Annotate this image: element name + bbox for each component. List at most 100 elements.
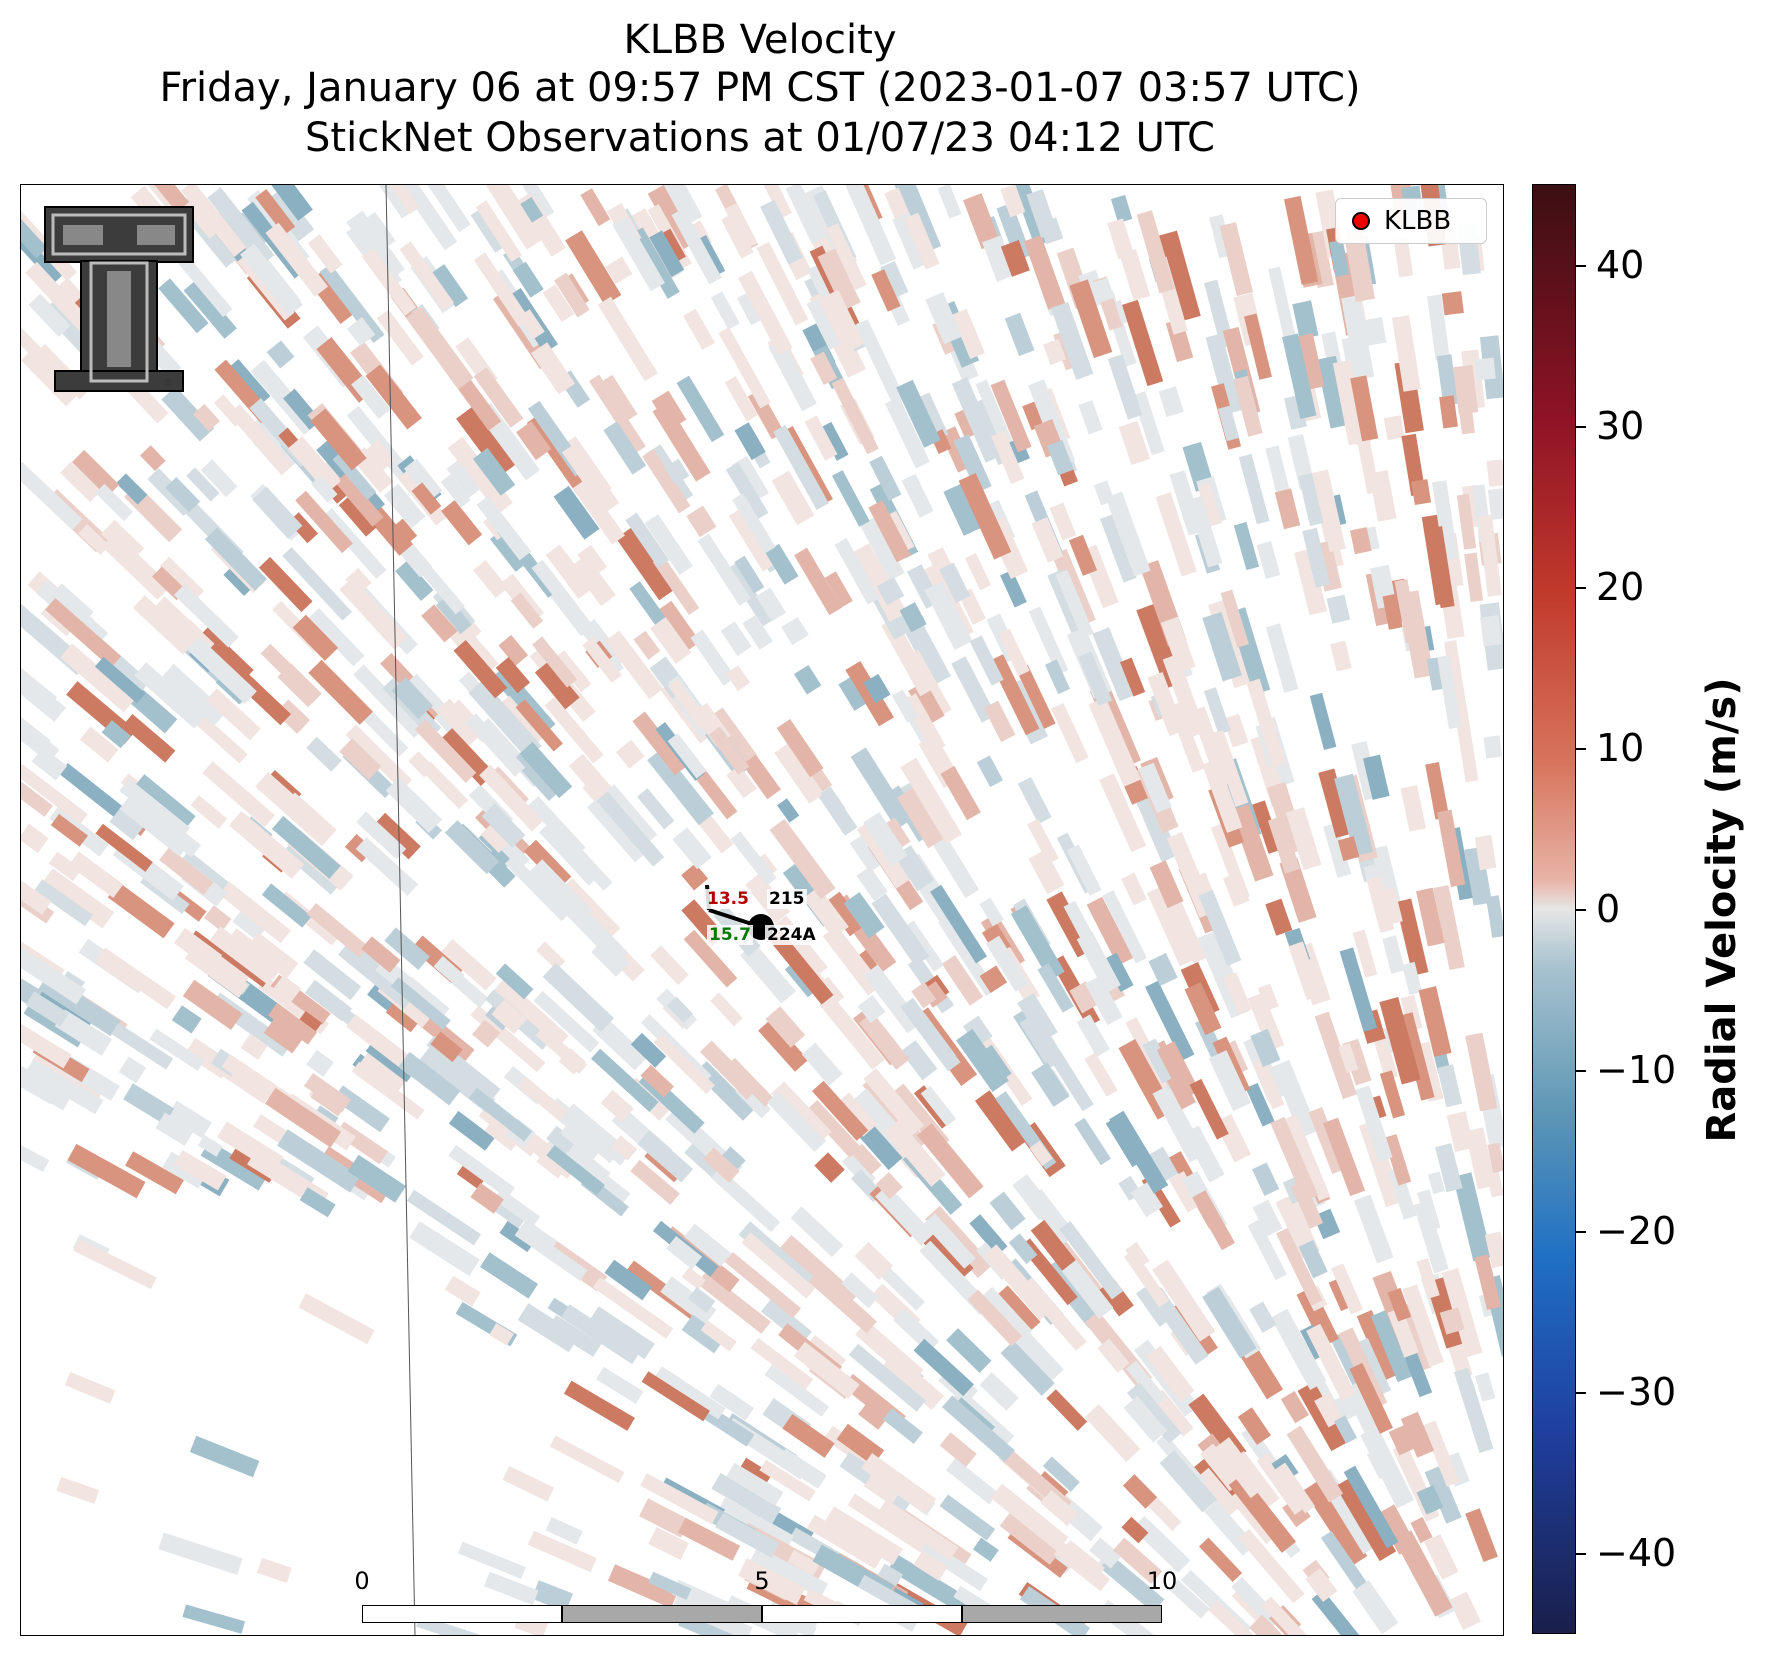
radar-gate [1400, 785, 1427, 832]
radar-gate [54, 1009, 113, 1056]
radar-gate [985, 935, 1029, 992]
radar-map[interactable]: KLBB ® 13.5 215 15.7 224A 0 5 10 km [20, 184, 1504, 1636]
radar-gate [838, 677, 866, 711]
radar-gate [544, 696, 604, 764]
title-line-1: KLBB Velocity [623, 17, 897, 63]
radar-gate [1323, 822, 1352, 878]
radar-gate [60, 461, 101, 503]
radar-gate [1311, 1589, 1377, 1635]
radar-gate [111, 1023, 174, 1070]
radar-gate [1089, 1537, 1122, 1569]
radar-gate [332, 451, 377, 501]
radar-gate [171, 1005, 202, 1034]
texas-tech-logo: ® [44, 206, 194, 392]
radar-gate [726, 562, 774, 627]
radar-gate [1028, 606, 1069, 676]
radar-gate [625, 512, 670, 568]
radar-gate [1103, 952, 1134, 992]
radar-gate [94, 656, 146, 704]
radar-gate [1387, 1287, 1412, 1322]
radar-gate [95, 823, 153, 872]
radar-gate [963, 1015, 993, 1047]
radar-gate [1059, 1220, 1123, 1300]
radar-gate [1279, 857, 1317, 923]
radar-gate [240, 1034, 268, 1060]
radar-gate [917, 1223, 974, 1282]
radar-gate [755, 587, 787, 622]
radar-gate [202, 761, 275, 828]
radar-gate [1425, 762, 1450, 820]
radar-gate [1474, 1254, 1501, 1310]
radar-gate [173, 584, 239, 648]
radar-gate [441, 938, 497, 991]
radar-gate [261, 883, 312, 928]
radar-gate [1464, 552, 1484, 603]
radar-gate [1078, 651, 1113, 706]
radar-gate [804, 415, 838, 461]
radar-gate [600, 1089, 634, 1122]
radar-gate [913, 1338, 974, 1397]
radar-gate [672, 827, 712, 870]
radar-gate [1272, 1059, 1318, 1138]
radar-gate [1130, 1181, 1164, 1218]
radar-gate [664, 458, 690, 485]
radar-gate [1411, 479, 1432, 505]
radar-gate [1231, 1576, 1282, 1629]
colorbar-tick [1576, 586, 1586, 589]
radar-gate [1261, 1596, 1316, 1635]
radar-gate [1428, 526, 1455, 609]
radar-gate [741, 1232, 816, 1299]
radar-gate [824, 571, 853, 608]
radar-gate [1276, 1227, 1323, 1306]
radar-gate [855, 319, 906, 405]
radar-gate [1427, 1171, 1445, 1195]
radar-gate [903, 920, 945, 972]
radar-gate [1382, 935, 1405, 974]
radar-gate [517, 1076, 568, 1121]
radar-gate [1084, 1404, 1141, 1462]
radar-gate [849, 833, 884, 873]
radar-gate [1168, 1170, 1203, 1213]
radar-gate [863, 811, 908, 867]
radar-gate [773, 424, 829, 511]
radar-gate [41, 868, 115, 929]
radar-gate [453, 640, 508, 699]
radar-gate [640, 1473, 719, 1525]
radar-gate [1102, 890, 1147, 964]
radar-gate [1249, 1301, 1277, 1333]
radar-gate [197, 1135, 223, 1157]
radar-gate [1202, 611, 1242, 682]
radar-gate [690, 629, 736, 686]
radar-gate [1355, 1085, 1393, 1162]
colorbar-tick [1576, 264, 1586, 267]
radar-gate [21, 1144, 50, 1173]
radar-gate [1382, 593, 1403, 630]
radar-gate [1152, 1389, 1194, 1437]
radar-gate [982, 235, 1016, 282]
radar-gate [850, 747, 912, 830]
radar-gate [64, 1371, 116, 1404]
radar-gate [856, 866, 888, 901]
radar-gate [101, 720, 131, 749]
radar-gate [869, 455, 902, 501]
radar-gate [180, 185, 247, 258]
radar-gate [95, 483, 134, 522]
radar-gate [1416, 887, 1445, 947]
radar-gate [321, 508, 387, 579]
colorbar-tick-label: 30 [1596, 403, 1645, 448]
radar-gate [1200, 1443, 1243, 1492]
radar-gate [951, 308, 985, 360]
radar-gate [1159, 1450, 1218, 1513]
radar-gate [473, 560, 509, 599]
radar-gate [666, 996, 694, 1024]
radar-gate [1223, 713, 1249, 748]
radar-gate [715, 1512, 780, 1558]
radar-gate [790, 1206, 844, 1258]
radar-gate [271, 815, 341, 879]
radar-gate [1160, 616, 1196, 673]
klbb-marker-icon [1352, 212, 1370, 230]
radar-gate [817, 248, 861, 311]
radar-gate [652, 402, 711, 482]
radar-gate [1402, 1284, 1444, 1367]
radar-gate [1388, 1424, 1416, 1456]
